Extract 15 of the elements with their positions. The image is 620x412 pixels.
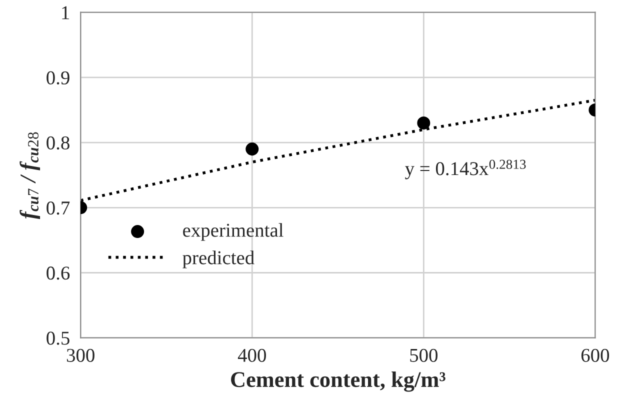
y-tick-label: 0.7 — [46, 201, 70, 215]
x-axis-title: Cement content, kg/m³ — [231, 371, 446, 392]
x-tick-label: 500 — [410, 348, 438, 362]
y-tick-label: 0.9 — [46, 71, 70, 84]
x-tick-label: 600 — [581, 348, 610, 362]
legend-label: experimental — [183, 223, 284, 241]
y-axis-title: f$_{cu7}$ / f$_{cu28}$ — [20, 132, 40, 220]
y-tick-label: 1 — [62, 6, 70, 20]
x-tick-label: 300 — [66, 348, 94, 362]
y-tick-label: 0.5 — [46, 332, 70, 345]
annotation: y = 0.143x$^{0.2813}$ — [405, 160, 526, 180]
y-tick-label: 0.6 — [46, 266, 70, 280]
x-tick-label: 400 — [238, 348, 266, 362]
y-tick-label: 0.8 — [46, 136, 70, 150]
legend-label: predicted — [182, 250, 254, 268]
